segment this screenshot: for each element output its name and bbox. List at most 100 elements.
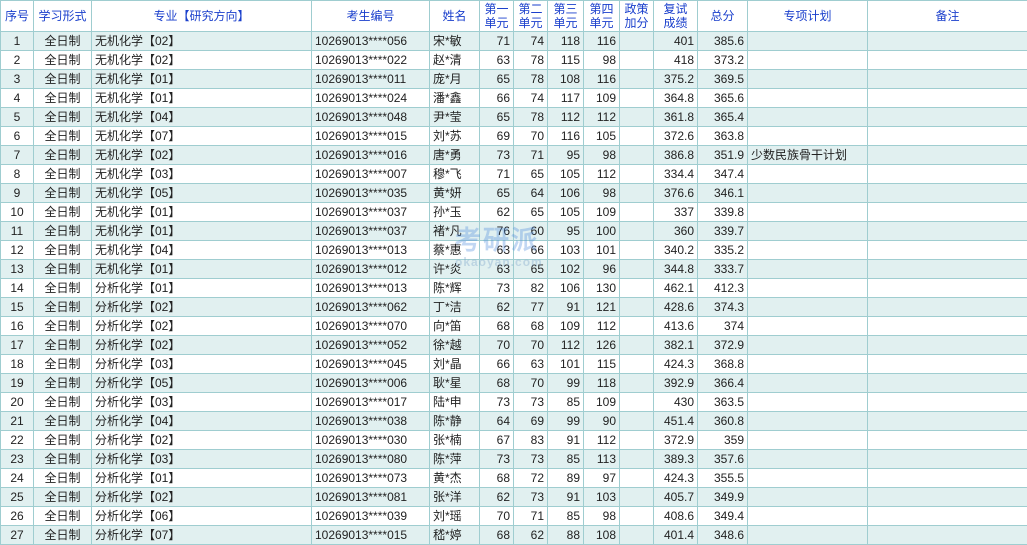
cell-total: 368.8 [698,355,748,374]
cell-u3: 95 [548,146,584,165]
cell-bonus [620,222,654,241]
cell-note [868,260,1027,279]
cell-note [868,32,1027,51]
cell-bonus [620,317,654,336]
cell-mode: 全日制 [34,469,92,488]
table-row: 12全日制无机化学【04】10269013****013蔡*惠636610310… [1,241,1027,260]
table-row: 2全日制无机化学【02】10269013****022赵*清6378115984… [1,51,1027,70]
cell-bonus [620,203,654,222]
cell-u2: 65 [514,260,548,279]
cell-u1: 62 [480,488,514,507]
cell-cid: 10269013****007 [312,165,430,184]
table-row: 14全日制分析化学【01】10269013****013陈*辉738210613… [1,279,1027,298]
cell-note [868,507,1027,526]
cell-bonus [620,260,654,279]
col-header-name: 姓名 [430,1,480,32]
table-row: 6全日制无机化学【07】10269013****015刘*苏6970116105… [1,127,1027,146]
cell-name: 向*笛 [430,317,480,336]
table-header-row: 序号学习形式专业【研究方向】考生编号姓名第一单元第二单元第三单元第四单元政策加分… [1,1,1027,32]
cell-u2: 73 [514,393,548,412]
cell-u2: 62 [514,526,548,545]
cell-seq: 17 [1,336,34,355]
cell-u4: 109 [584,203,620,222]
cell-u4: 109 [584,393,620,412]
cell-u1: 62 [480,203,514,222]
cell-u4: 108 [584,526,620,545]
cell-bonus [620,355,654,374]
cell-name: 潘*鑫 [430,89,480,108]
cell-cid: 10269013****037 [312,203,430,222]
cell-note [868,317,1027,336]
table-row: 16全日制分析化学【02】10269013****070向*笛686810911… [1,317,1027,336]
cell-u1: 63 [480,260,514,279]
cell-u1: 65 [480,184,514,203]
cell-total: 363.8 [698,127,748,146]
cell-bonus [620,70,654,89]
cell-note [868,203,1027,222]
cell-u1: 70 [480,336,514,355]
cell-total: 339.7 [698,222,748,241]
cell-u4: 113 [584,450,620,469]
table-row: 13全日制无机化学【01】10269013****012许*炎636510296… [1,260,1027,279]
cell-seq: 9 [1,184,34,203]
cell-seq: 1 [1,32,34,51]
cell-u3: 103 [548,241,584,260]
cell-seq: 6 [1,127,34,146]
cell-seq: 12 [1,241,34,260]
cell-u1: 76 [480,222,514,241]
cell-note [868,488,1027,507]
cell-plan [748,241,868,260]
cell-u1: 70 [480,507,514,526]
cell-u2: 70 [514,127,548,146]
cell-cid: 10269013****070 [312,317,430,336]
cell-major: 分析化学【03】 [92,355,312,374]
cell-total: 374 [698,317,748,336]
cell-total: 348.6 [698,526,748,545]
cell-u4: 115 [584,355,620,374]
table-row: 8全日制无机化学【03】10269013****007穆*飞7165105112… [1,165,1027,184]
cell-bonus [620,336,654,355]
cell-mode: 全日制 [34,70,92,89]
cell-name: 张*洋 [430,488,480,507]
cell-bonus [620,412,654,431]
cell-major: 分析化学【05】 [92,374,312,393]
table-row: 23全日制分析化学【03】10269013****080陈*萍737385113… [1,450,1027,469]
cell-note [868,450,1027,469]
cell-re: 344.8 [654,260,698,279]
cell-seq: 18 [1,355,34,374]
cell-re: 376.6 [654,184,698,203]
cell-u4: 121 [584,298,620,317]
cell-u4: 90 [584,412,620,431]
cell-u3: 102 [548,260,584,279]
cell-bonus [620,32,654,51]
cell-note [868,336,1027,355]
cell-name: 陈*静 [430,412,480,431]
cell-major: 无机化学【02】 [92,146,312,165]
cell-major: 无机化学【04】 [92,241,312,260]
cell-total: 363.5 [698,393,748,412]
cell-major: 无机化学【01】 [92,70,312,89]
cell-u3: 85 [548,393,584,412]
cell-bonus [620,488,654,507]
cell-u3: 101 [548,355,584,374]
cell-note [868,469,1027,488]
cell-seq: 16 [1,317,34,336]
cell-re: 413.6 [654,317,698,336]
cell-total: 366.4 [698,374,748,393]
cell-total: 355.5 [698,469,748,488]
cell-u2: 77 [514,298,548,317]
cell-u1: 62 [480,298,514,317]
cell-plan [748,89,868,108]
cell-u1: 71 [480,32,514,51]
cell-major: 分析化学【06】 [92,507,312,526]
cell-major: 分析化学【02】 [92,298,312,317]
cell-u3: 105 [548,203,584,222]
cell-plan [748,260,868,279]
cell-u4: 103 [584,488,620,507]
cell-name: 蔡*惠 [430,241,480,260]
cell-u2: 78 [514,51,548,70]
cell-u3: 85 [548,507,584,526]
cell-name: 赵*清 [430,51,480,70]
cell-seq: 20 [1,393,34,412]
cell-name: 穆*飞 [430,165,480,184]
